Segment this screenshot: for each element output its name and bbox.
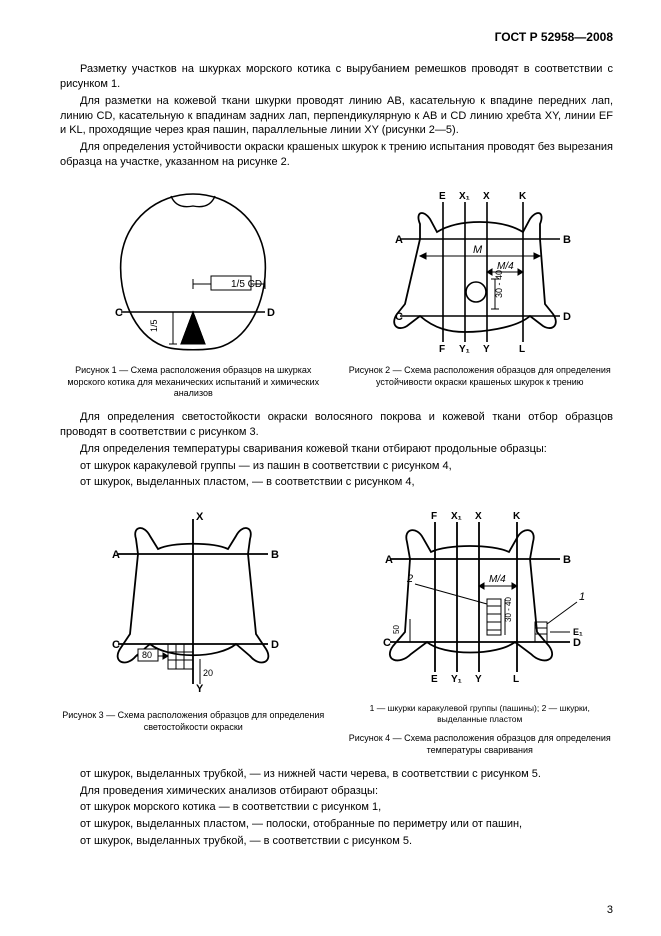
svg-text:D: D (267, 307, 275, 319)
svg-text:D: D (573, 637, 581, 649)
svg-text:B: B (271, 549, 279, 561)
figure-1: 1/5 CD C D 1/5 Рисунок 1 — Схема располо… (60, 184, 327, 402)
paragraph: от шкурок каракулевой группы — из пашин … (60, 459, 613, 474)
figure-2: A B C D E X₁ X K F Y₁ Y L M M/4 30 - 40 (347, 184, 614, 402)
svg-text:X₁: X₁ (451, 511, 462, 522)
svg-text:L: L (513, 674, 519, 685)
figure-1-svg: 1/5 CD C D 1/5 (93, 184, 293, 359)
svg-text:D: D (271, 639, 279, 651)
svg-text:C: C (383, 637, 391, 649)
svg-text:B: B (563, 234, 571, 246)
page-number: 3 (607, 904, 613, 916)
svg-text:X: X (483, 191, 490, 202)
svg-text:D: D (563, 311, 571, 323)
svg-text:X: X (196, 511, 204, 523)
figure-2-caption: Рисунок 2 — Схема расположения образцов … (347, 365, 614, 388)
figure-4-subcaption: 1 — шкурки каракулевой группы (пашины); … (347, 703, 614, 725)
svg-text:E: E (439, 191, 446, 202)
svg-text:30 - 40: 30 - 40 (504, 597, 513, 622)
paragraph: от шкурок морского котика — в соответств… (60, 800, 613, 815)
paragraph: от шкурок, выделанных трубкой, — из нижн… (60, 767, 613, 782)
svg-text:L: L (519, 344, 525, 355)
svg-text:K: K (519, 191, 527, 202)
svg-text:E: E (431, 674, 438, 685)
svg-text:A: A (112, 549, 120, 561)
svg-text:20: 20 (203, 668, 213, 678)
svg-text:C: C (112, 639, 120, 651)
paragraph: Для определения температуры сваривания к… (60, 442, 613, 457)
svg-text:30 - 40: 30 - 40 (494, 270, 504, 298)
paragraph: от шкурок, выделанных пластом, — в соотв… (60, 475, 613, 490)
figure-4-caption: Рисунок 4 — Схема расположения образцов … (347, 733, 614, 756)
svg-text:A: A (385, 554, 393, 566)
svg-text:A: A (395, 234, 403, 246)
paragraph: Для определения устойчивости окраски кра… (60, 140, 613, 170)
paragraph: Для проведения химических анализов отбир… (60, 784, 613, 799)
svg-text:M/4: M/4 (489, 574, 506, 585)
svg-text:C: C (395, 311, 403, 323)
figures-row-1: 1/5 CD C D 1/5 Рисунок 1 — Схема располо… (60, 184, 613, 402)
svg-text:X: X (475, 511, 482, 522)
document-id: ГОСТ Р 52958—2008 (60, 30, 613, 44)
svg-text:X₁: X₁ (459, 191, 470, 202)
svg-text:M: M (473, 244, 483, 256)
svg-text:F: F (431, 511, 437, 522)
svg-text:C: C (115, 307, 123, 319)
paragraph: Для определения светостойкости окраски в… (60, 410, 613, 440)
svg-text:1/5 CD: 1/5 CD (231, 279, 262, 290)
svg-text:50: 50 (392, 625, 401, 634)
figure-3-caption: Рисунок 3 — Схема расположения образцов … (60, 710, 327, 733)
paragraph: от шкурок, выделанных пластом, — полоски… (60, 817, 613, 832)
svg-text:K: K (513, 511, 521, 522)
svg-text:Y₁: Y₁ (459, 344, 470, 355)
paragraph: Для разметки на кожевой ткани шкурки про… (60, 94, 613, 139)
figure-1-caption: Рисунок 1 — Схема расположения образцов … (60, 365, 327, 400)
svg-text:2: 2 (406, 573, 413, 585)
document-page: ГОСТ Р 52958—2008 Разметку участков на ш… (0, 0, 661, 936)
paragraph: от шкурок, выделанных трубкой, — в соотв… (60, 834, 613, 849)
svg-text:1/5: 1/5 (149, 319, 159, 332)
paragraph: Разметку участков на шкурках морского ко… (60, 62, 613, 92)
svg-text:Y: Y (196, 683, 204, 695)
svg-text:80: 80 (142, 650, 152, 660)
svg-text:Y: Y (483, 344, 490, 355)
svg-text:E₁: E₁ (573, 627, 583, 637)
figures-row-2: A B C D X Y 80 20 Рисунок 3 — Схема расп… (60, 504, 613, 758)
figure-4-svg: A B C D F X₁ X K E Y₁ Y L M/4 1 2 30 - 4… (355, 504, 605, 699)
figure-2-svg: A B C D E X₁ X K F Y₁ Y L M M/4 30 - 40 (365, 184, 595, 359)
svg-text:Y: Y (475, 674, 482, 685)
figure-3-svg: A B C D X Y 80 20 (88, 504, 298, 704)
svg-text:1: 1 (579, 591, 585, 603)
svg-text:Y₁: Y₁ (451, 674, 462, 685)
figure-4: A B C D F X₁ X K E Y₁ Y L M/4 1 2 30 - 4… (347, 504, 614, 758)
svg-text:F: F (439, 344, 445, 355)
svg-text:B: B (563, 554, 571, 566)
figure-3: A B C D X Y 80 20 Рисунок 3 — Схема расп… (60, 504, 327, 758)
